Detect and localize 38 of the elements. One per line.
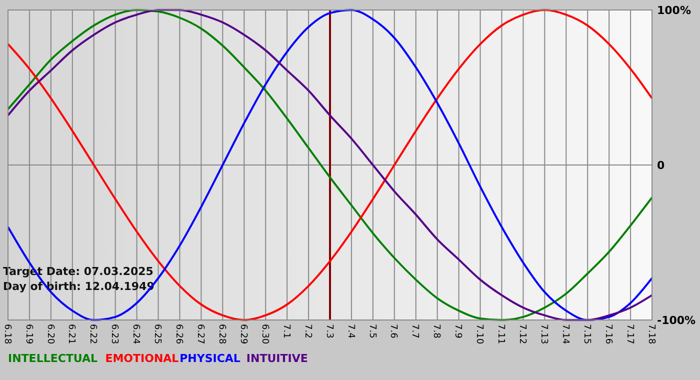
- x-tick-label: 7.16: [602, 324, 613, 344]
- x-tick-label: 7.13: [538, 324, 549, 344]
- x-tick-label: 6.28: [216, 324, 227, 344]
- x-tick-label: 6.20: [44, 324, 55, 344]
- x-tick-label: 6.21: [66, 324, 76, 344]
- x-tick-label: 7.5: [366, 324, 377, 338]
- x-tick-label: 7.17: [624, 324, 634, 344]
- x-tick-label: 7.1: [280, 324, 291, 338]
- x-tick-label: 6.30: [259, 324, 270, 344]
- x-tick-label: 7.3: [324, 324, 334, 338]
- x-tick-label: 6.22: [88, 324, 98, 344]
- text: PHYSICAL: [180, 352, 240, 365]
- y-tick-label: 100%: [657, 4, 691, 17]
- x-tick-label: 7.8: [431, 324, 442, 339]
- text: INTELLECTUAL: [8, 352, 98, 365]
- x-tick-label: 7.15: [581, 324, 592, 344]
- x-tick-label: 7.6: [388, 324, 398, 339]
- x-tick-label: 6.19: [23, 324, 34, 344]
- x-tick-label: 7.9: [452, 324, 463, 339]
- x-tick-label: 7.18: [646, 324, 656, 344]
- y-tick-label: -100%: [657, 314, 696, 327]
- x-tick-label: 6.23: [109, 324, 120, 344]
- x-tick-label: 7.4: [345, 324, 356, 339]
- x-tick-label: 6.27: [195, 324, 206, 344]
- x-tick-label: 7.7: [410, 324, 420, 338]
- x-tick-label: 7.14: [560, 324, 570, 344]
- text: INTUITIVE: [246, 352, 308, 365]
- x-tick-label: 7.11: [496, 324, 506, 344]
- x-tick-label: 7.12: [517, 324, 528, 344]
- x-tick-label: 7.2: [302, 324, 312, 338]
- x-tick-label: 6.18: [2, 324, 12, 344]
- y-tick-label: 0: [657, 158, 665, 172]
- x-tick-label: 7.10: [474, 324, 484, 344]
- x-tick-label: 6.26: [174, 324, 184, 344]
- x-tick-label: 6.29: [238, 324, 248, 344]
- text: EMOTIONAL: [105, 352, 179, 365]
- x-tick-label: 6.24: [130, 324, 141, 344]
- x-tick-label: 6.25: [152, 324, 162, 344]
